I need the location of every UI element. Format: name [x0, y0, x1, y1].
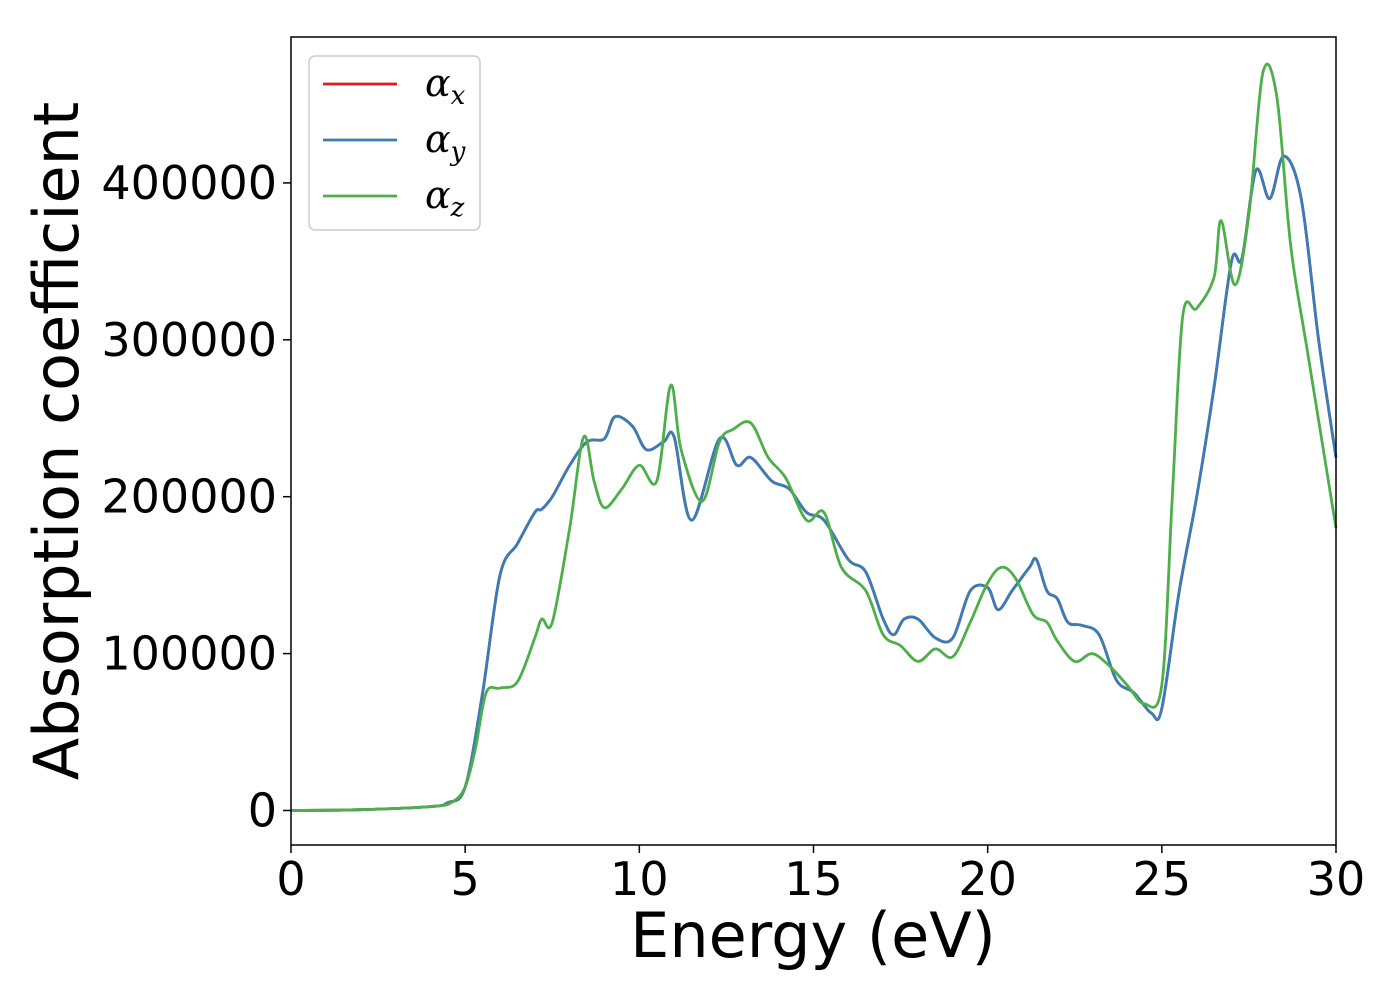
- x-tick-label: 25: [1133, 852, 1192, 906]
- x-tick-label: 5: [451, 852, 480, 906]
- x-axis-label: Energy (eV): [630, 899, 996, 972]
- x-tick-label: 10: [610, 852, 669, 906]
- series-layer: [290, 62, 1338, 812]
- legend-label-z: αz: [425, 173, 465, 223]
- legend-box: [308, 55, 481, 231]
- x-tick-label: 30: [1307, 852, 1366, 906]
- series-line-x: [290, 154, 1338, 812]
- x-tick-label: 15: [784, 852, 843, 906]
- x-axis-ticks: 0 5 10 15 20 25 30: [276, 845, 1365, 906]
- y-tick-label: 200000: [101, 470, 277, 524]
- x-tick-label: 0: [276, 852, 305, 906]
- legend: αx αy αz: [308, 55, 481, 231]
- y-axis-ticks: 0 100000 200000 300000 400000: [101, 156, 291, 837]
- x-tick-label: 20: [958, 852, 1017, 906]
- y-tick-label: 100000: [101, 627, 277, 681]
- legend-label-x: αx: [425, 61, 466, 111]
- y-tick-label: 0: [248, 783, 277, 837]
- legend-label-y: αy: [425, 117, 466, 167]
- y-tick-label: 300000: [101, 313, 277, 367]
- y-tick-label: 400000: [101, 156, 277, 210]
- series-line-z: [290, 62, 1338, 812]
- y-axis-label: Absorption coefficient: [20, 102, 93, 781]
- series-line-y: [290, 154, 1338, 812]
